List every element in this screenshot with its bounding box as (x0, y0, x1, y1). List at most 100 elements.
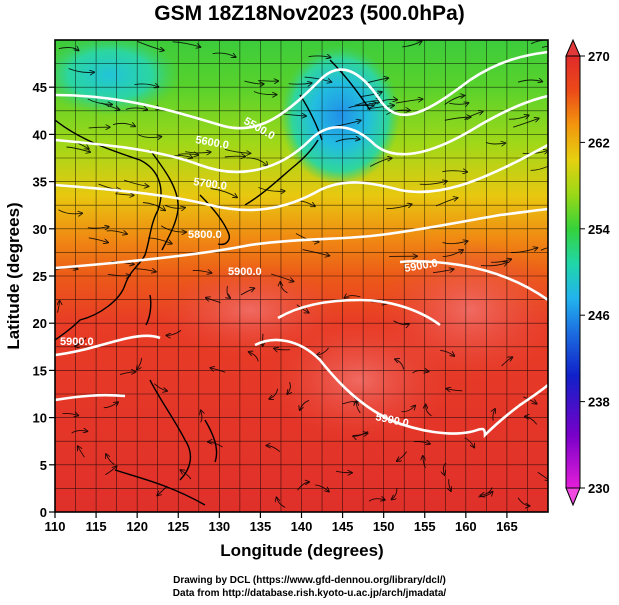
streamline (164, 204, 185, 208)
streamline (166, 330, 182, 335)
streamline (258, 81, 278, 82)
y-tick-label: 40 (33, 127, 47, 142)
streamline (137, 358, 142, 370)
contour-label: 5700.0 (193, 176, 228, 193)
streamline (412, 371, 429, 374)
streamline (395, 99, 423, 104)
streamline (210, 188, 237, 198)
height-contours (55, 50, 548, 439)
x-tick-label: 165 (496, 519, 518, 534)
streamline (335, 471, 352, 473)
streamline (75, 337, 87, 347)
streamline (192, 270, 212, 273)
streamline (240, 288, 254, 296)
streamline (71, 431, 88, 434)
x-tick-label: 120 (126, 519, 148, 534)
streamline (134, 84, 159, 87)
streamline (304, 76, 332, 82)
streamline (397, 451, 407, 462)
streamline (105, 466, 116, 476)
colorbar-min-triangle (565, 487, 581, 507)
streamline (493, 409, 495, 421)
streamline (224, 156, 246, 157)
streamline (419, 181, 447, 184)
streamline (480, 262, 507, 266)
streamline (447, 389, 463, 391)
streamline (142, 202, 165, 211)
streamline (435, 198, 458, 207)
streamline (78, 446, 85, 458)
colorbar-tick-label: 254 (588, 222, 610, 237)
streamline (490, 259, 511, 262)
streamline (386, 110, 410, 115)
x-tick-label: 110 (45, 519, 66, 534)
cold-core-northwest (55, 40, 180, 115)
streamline (517, 80, 542, 82)
streamline (266, 446, 281, 453)
streamline (449, 479, 451, 491)
streamline (464, 437, 475, 448)
y-tick-label: 30 (33, 222, 47, 237)
streamline (426, 405, 432, 417)
y-tick-label: 35 (33, 175, 47, 190)
streamline (537, 471, 548, 480)
streamline (316, 347, 329, 356)
streamline (513, 118, 539, 128)
streamline (368, 499, 385, 501)
streamline (300, 399, 310, 410)
streamline (58, 301, 60, 313)
x-tick-label: 160 (455, 519, 477, 534)
streamline (287, 382, 290, 394)
streamline (369, 158, 392, 167)
streamline (443, 462, 447, 475)
streamline (137, 134, 161, 138)
streamline (206, 298, 221, 304)
streamline (335, 139, 360, 143)
colorbar-tick-label: 238 (588, 395, 610, 410)
streamline (354, 100, 381, 107)
streamline (244, 80, 263, 84)
streamline (180, 470, 192, 480)
streamline (227, 286, 230, 298)
y-axis-label: Latitude (degrees) (4, 202, 23, 349)
streamline (517, 497, 530, 506)
streamline (541, 45, 548, 48)
chart-title: GSM 18Z18Nov2023 (500.0hPa) (154, 2, 465, 25)
streamline (249, 352, 259, 362)
streamline (530, 165, 548, 171)
streamline (212, 52, 236, 57)
streamline (112, 123, 135, 126)
contour-label: 5900.0 (60, 336, 94, 348)
warm-region-central (160, 265, 340, 355)
streamline (269, 388, 278, 399)
streamline (360, 92, 382, 98)
streamline (308, 56, 331, 57)
streamline (501, 357, 513, 367)
y-tick-label: 25 (33, 269, 47, 284)
streamline (508, 115, 529, 120)
x-tick-label: 135 (250, 519, 272, 534)
streamline (540, 247, 548, 251)
streamline (393, 320, 409, 325)
colorbar: 230 238 246 254 262 270 (565, 38, 610, 507)
colorbar-tick-label: 270 (588, 49, 610, 64)
streamline (277, 497, 286, 508)
streamline (366, 105, 394, 110)
x-tick-label: 115 (86, 519, 107, 534)
x-tick-label: 130 (208, 519, 230, 534)
streamline (401, 406, 416, 413)
x-tick-label: 140 (291, 519, 313, 534)
x-axis-label: Longitude (degrees) (220, 541, 383, 560)
contour-label: 5600.0 (194, 134, 229, 152)
streamline (480, 487, 493, 495)
streamline (160, 225, 186, 232)
streamline (510, 248, 538, 253)
x-tick-label: 125 (167, 519, 189, 534)
streamline (342, 401, 358, 405)
streamline (224, 148, 250, 153)
streamline (444, 117, 471, 121)
colorbar-tick-label: 246 (588, 308, 610, 323)
streamline (58, 48, 79, 51)
y-tick-label: 20 (33, 316, 47, 331)
